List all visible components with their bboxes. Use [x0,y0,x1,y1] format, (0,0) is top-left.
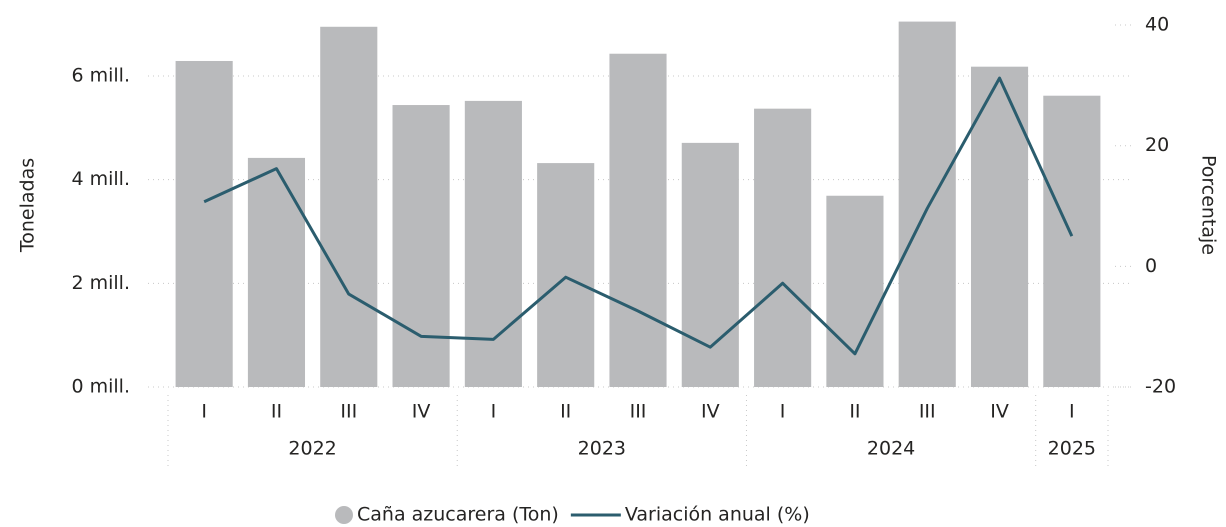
x-group-label: 2023 [578,438,626,460]
y2-tick-label: -20 [1145,376,1176,398]
y2-tick-label: 40 [1145,14,1169,36]
y2-tick-label: 0 [1145,255,1157,277]
bar [898,21,956,387]
y2-tick-label: 20 [1145,134,1169,156]
x-tick-label: II [849,401,860,423]
x-tick-label: III [919,401,936,423]
bar [175,60,233,388]
y-tick-label: 6 mill. [71,65,130,87]
line [203,76,1074,356]
x-tick-label: IV [412,401,431,423]
y-tick-label: 4 mill. [71,168,130,190]
x-tick-label: III [340,401,357,423]
x-tick-label: I [780,401,786,423]
x-tick-label: IV [990,401,1009,423]
bar [609,53,667,388]
bar [392,105,450,388]
x-group-label: 2025 [1048,438,1096,460]
x-tick-label: I [491,401,497,423]
legend-marker [335,506,353,524]
bar [247,157,306,387]
legend-label: Caña azucarera (Ton) [357,504,559,526]
bar [754,108,812,387]
x-tick-label: I [201,401,207,423]
legend-label: Variación anual (%) [625,504,810,526]
x-tick-label: III [630,401,647,423]
bar [464,100,522,388]
y-tick-label: 0 mill. [71,376,130,398]
bar [320,26,378,387]
bar [681,142,739,387]
x-tick-label: II [560,401,571,423]
y2-axis-title: Porcentaje [1198,155,1220,255]
bar [1043,95,1101,387]
y-tick-label: 2 mill. [71,272,130,294]
x-group-label: 2024 [867,438,915,460]
y-axis-title: Toneladas [17,158,39,253]
x-group-label: 2022 [288,438,336,460]
x-tick-label: IV [701,401,720,423]
x-tick-label: I [1069,401,1075,423]
x-tick-label: II [271,401,282,423]
bar [826,195,884,387]
bar [537,163,595,387]
